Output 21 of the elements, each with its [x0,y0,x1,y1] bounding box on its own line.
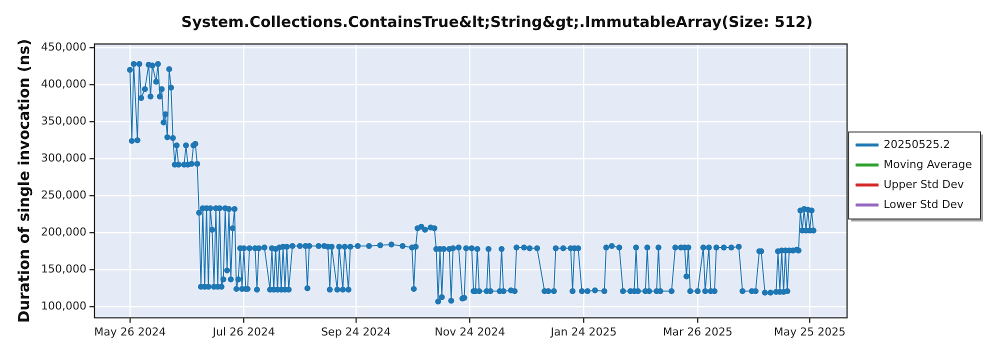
y-axis-title: Duration of single invocation (ns) [14,38,33,323]
legend-label: Upper Std Dev [884,178,964,191]
x-tick-label: Jan 24 2025 [550,325,617,338]
x-tick-label: Jul 26 2024 [212,325,276,338]
x-tick-label: Mar 26 2025 [662,325,733,338]
y-tick-label: 100,000 [40,300,86,313]
legend-label: Moving Average [884,158,972,171]
y-tick-label: 300,000 [40,152,86,165]
y-tick-label: 250,000 [40,188,86,202]
y-tick-label: 200,000 [40,226,86,239]
chart-title: System.Collections.ContainsTrue&lt;String&gt;.ImmutableArray(Size: 512) [181,12,813,31]
x-tick-label: May 25 2025 [774,325,846,338]
y-tick-label: 350,000 [40,114,86,128]
y-tick-label: 450,000 [40,40,86,54]
x-tick-label: May 26 2024 [94,325,166,338]
y-tick-label: 400,000 [40,78,86,91]
legend-label: Lower Std Dev [884,198,964,211]
x-tick-label: Nov 24 2024 [434,325,506,338]
x-tick-label: Sep 24 2024 [321,325,391,338]
legend-label: 20250525.2 [884,138,950,151]
y-tick-label: 150,000 [40,262,86,276]
